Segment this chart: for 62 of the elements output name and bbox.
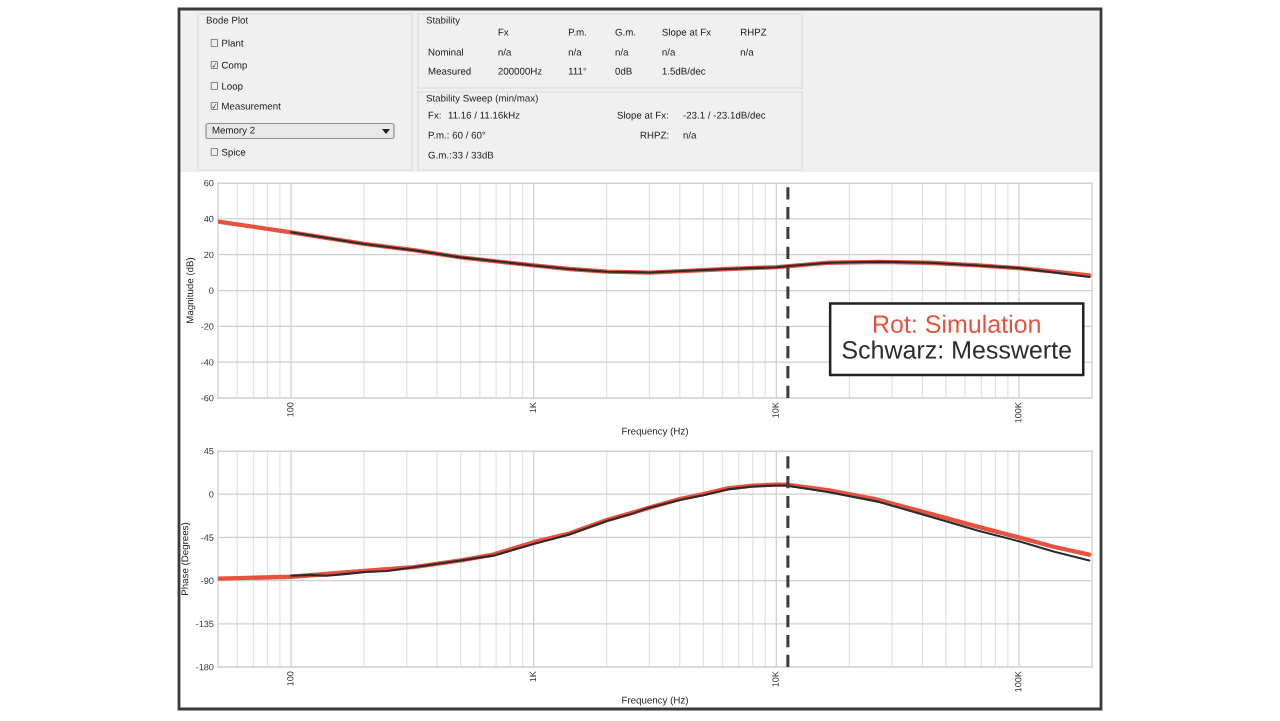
x-axis-title: Frequency (Hz) [622, 427, 688, 437]
y-tick-label: -40 [201, 359, 214, 366]
text: ☐ Plant [210, 39, 244, 47]
y-tick-label: -20 [201, 323, 214, 330]
series-label: Rot: Simulation [874, 314, 1040, 333]
y-axis-title: Magnitude (dB) [186, 257, 196, 323]
y-tick-label: 0 [209, 491, 214, 498]
text: P.m.: [428, 131, 449, 139]
text: G.m. [615, 28, 636, 36]
y-tick-label: 40 [204, 215, 214, 223]
text: Stability [426, 16, 461, 26]
x-tick-label: 10K [772, 671, 779, 687]
text: 1.5dB/dec [662, 67, 706, 75]
text: Slope at Fx [662, 28, 711, 38]
text: RHPZ [740, 28, 767, 36]
text: 0dB [615, 67, 632, 75]
y-tick-label: 45 [204, 448, 214, 455]
text: n/a [683, 131, 697, 139]
text: Slope at Fx: [617, 111, 668, 121]
text: ☑ Comp [210, 61, 247, 71]
x-tick-label: 100K [1014, 671, 1022, 692]
text: n/a [662, 48, 676, 56]
text: 33 / 33dB [452, 151, 494, 159]
x-axis-title: Frequency (Hz) [622, 696, 688, 706]
text: 11.16 / 11.16kHz [448, 111, 520, 119]
text: ☐ Spice [210, 148, 246, 158]
text: Fx [498, 28, 509, 36]
x-tick-label: 100K [1014, 402, 1022, 423]
y-tick-label: -45 [201, 534, 214, 541]
text: Stability Sweep (min/max) [426, 94, 538, 104]
text: ☐ Loop [210, 82, 243, 92]
x-tick-label: 1K [529, 671, 537, 682]
text: ☑ Measurement [210, 102, 281, 110]
y-axis-title: Phase (Degrees) [181, 522, 191, 595]
x-tick-label: 100 [287, 671, 294, 686]
x-tick-label: 100 [287, 402, 294, 417]
text: Memory 2 [212, 126, 255, 136]
y-tick-label: 60 [204, 179, 214, 187]
text: RHPZ: [640, 131, 669, 139]
text: Fx: [428, 111, 441, 119]
y-tick-label: 0 [209, 287, 214, 294]
text: n/a [615, 48, 629, 56]
text: G.m.: [428, 151, 451, 159]
text: -23.1 / -23.1dB/dec [683, 111, 766, 119]
text: 111° [568, 67, 587, 75]
y-tick-label: -135 [196, 620, 214, 628]
text: Bode Plot [206, 16, 249, 24]
text: Nominal [428, 48, 463, 56]
text: n/a [740, 48, 754, 56]
text: 200000Hz [498, 67, 542, 75]
y-tick-label: -60 [201, 394, 214, 402]
text: n/a [568, 48, 582, 56]
y-tick-label: 20 [204, 251, 214, 259]
text: n/a [498, 48, 512, 56]
y-tick-label: -180 [196, 663, 214, 671]
text: Measured [428, 67, 471, 75]
x-tick-label: 1K [529, 402, 537, 413]
text: Schwarz: Messwerte [842, 340, 1071, 359]
text: P.m. [568, 28, 586, 36]
x-tick-label: 10K [772, 402, 779, 418]
y-tick-label: -90 [201, 577, 214, 584]
text: 60 / 60° [452, 131, 486, 139]
